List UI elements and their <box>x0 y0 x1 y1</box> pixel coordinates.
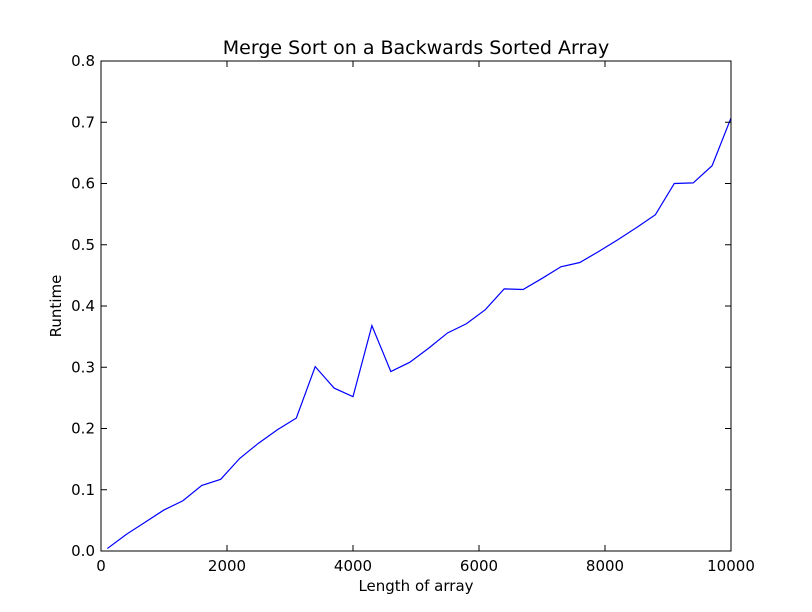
x-tick-label-0: 0 <box>96 557 106 575</box>
y-tick-label-2: 0.2 <box>71 420 95 438</box>
y-axis-label: Runtime <box>47 275 65 338</box>
y-tick-label-0: 0.0 <box>71 542 95 560</box>
y-tick-label-1: 0.1 <box>71 481 95 499</box>
x-axis-label: Length of array <box>358 577 473 595</box>
x-tick-label-3: 6000 <box>460 557 498 575</box>
y-tick-label-3: 0.3 <box>71 358 95 376</box>
y-tick-label-8: 0.8 <box>71 52 95 70</box>
y-tick-label-5: 0.5 <box>71 236 95 254</box>
series-line-0 <box>106 117 732 550</box>
plot-area: 0 2000 4000 6000 8000 10000 0.0 0.1 0.2 0.3 0.4 0.5… <box>71 52 755 575</box>
x-tick-label-2: 4000 <box>334 557 372 575</box>
x-tick-label-1: 2000 <box>208 557 246 575</box>
x-tick-label-5: 10000 <box>707 557 755 575</box>
x-tick-label-4: 8000 <box>586 557 624 575</box>
chart-title: Merge Sort on a Backwards Sorted Array <box>223 37 609 59</box>
y-tick-label-6: 0.6 <box>71 175 95 193</box>
y-tick-label-7: 0.7 <box>71 113 95 131</box>
y-tick-label-4: 0.4 <box>71 297 95 315</box>
